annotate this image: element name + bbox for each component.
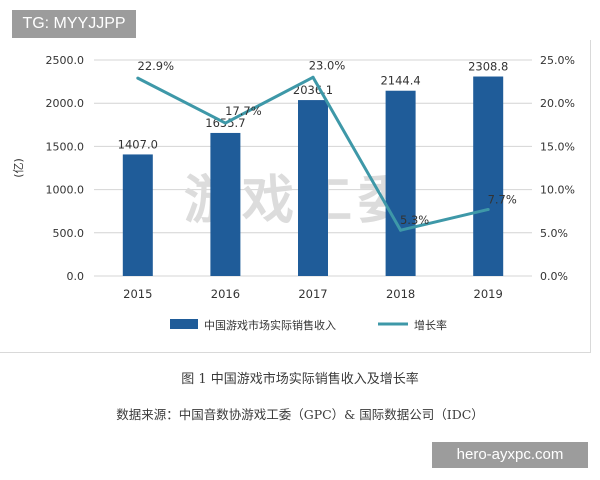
bar [210, 132, 241, 276]
y-tick-label: 0.0 [67, 270, 85, 283]
line-value-label: 5.3% [400, 213, 429, 227]
line-point [136, 76, 140, 80]
x-axis: 2015 2016 2017 2018 2019 [123, 287, 503, 301]
line-value-label: 23.0% [309, 58, 346, 72]
y2-tick-label: 25.0% [540, 54, 575, 67]
y-tick-label: 2500.0 [46, 54, 85, 67]
bar [298, 100, 328, 276]
combo-chart: 0.0 500.0 1000.0 1500.0 2000.0 2500.0 (亿) 0.0%… [12, 54, 575, 332]
y-tick-label: 1500.0 [46, 140, 85, 153]
data-source: 数据来源：中国音数协游戏工委（GPC）& 国际数据公司（IDC） [116, 407, 484, 422]
bar [473, 76, 504, 276]
line-value-label: 17.7% [225, 104, 262, 118]
chart-frame: 0.0 500.0 1000.0 1500.0 2000.0 2500.0 (亿) 0.0%… [0, 40, 591, 353]
line-value-label: 7.7% [488, 192, 517, 206]
line-point [223, 121, 227, 125]
bar-value-label: 2308.8 [468, 60, 508, 74]
legend-line-label: 增长率 [414, 318, 447, 332]
line-point [399, 228, 403, 232]
x-tick-label: 2018 [386, 287, 415, 301]
y2-tick-label: 5.0% [540, 227, 568, 240]
y-axis-label: (亿) [12, 158, 25, 178]
line-point [486, 207, 490, 211]
line-point [311, 75, 315, 79]
right-axis: 0.0% 5.0% 10.0% 15.0% 20.0% 25.0% [540, 54, 575, 283]
y2-tick-label: 20.0% [540, 97, 575, 110]
left-axis: 0.0 500.0 1000.0 1500.0 2000.0 2500.0 (亿) [12, 54, 84, 283]
bar-value-label: 2144.4 [380, 74, 420, 88]
y2-tick-label: 0.0% [540, 270, 568, 283]
legend-bar-label: 中国游戏市场实际销售收入 [204, 318, 336, 332]
bottom-watermark-tag: hero-ayxpc.com [432, 442, 588, 468]
y-tick-label: 1000.0 [46, 184, 85, 197]
top-watermark-tag: TG: MYYJJPP [12, 10, 136, 38]
bar [385, 90, 416, 276]
bar [122, 154, 153, 276]
legend-bar-swatch [170, 319, 198, 329]
bar-value-label: 1407.0 [118, 137, 158, 151]
y2-tick-label: 15.0% [540, 140, 575, 153]
y-tick-label: 2000.0 [46, 97, 85, 110]
figure-caption: 图 1 中国游戏市场实际销售收入及增长率 [181, 372, 419, 387]
x-tick-label: 2019 [474, 287, 503, 301]
x-tick-label: 2015 [123, 287, 152, 301]
x-tick-label: 2016 [211, 287, 240, 301]
line-value-label: 22.9% [138, 59, 175, 73]
y2-tick-label: 10.0% [540, 184, 575, 197]
y-tick-label: 500.0 [53, 227, 85, 240]
x-tick-label: 2017 [298, 287, 327, 301]
line-series: 22.9% 17.7% 23.0% 5.3% 7.7% [136, 58, 517, 232]
legend: 中国游戏市场实际销售收入 增长率 [170, 318, 447, 332]
